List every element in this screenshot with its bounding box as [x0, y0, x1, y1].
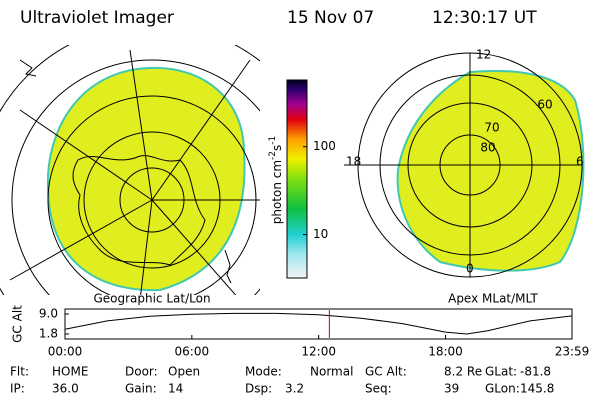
date: 15 Nov 07	[287, 8, 374, 28]
x-tick-label: 23:59	[555, 345, 590, 359]
status-value: 8.2 Re	[444, 365, 482, 379]
status-value: 14	[168, 382, 183, 396]
right-caption: Apex MLat/MLT	[448, 292, 538, 306]
x-tick-label: 12:00	[301, 345, 336, 359]
x-tick-label: 06:00	[175, 345, 210, 359]
mlt-label: 0	[466, 262, 474, 276]
mlt-label: 12	[476, 48, 491, 62]
status-value: 145.8	[520, 382, 554, 396]
x-tick-label: 18:00	[428, 345, 463, 359]
orbit-ylabel: GC Alt	[11, 305, 25, 343]
unit-part: photon cm	[270, 160, 284, 224]
status-key: Dsp:	[245, 382, 272, 396]
colorbar-unit: photon cm-2s-1	[268, 136, 284, 225]
status-key: Flt:	[10, 365, 29, 379]
y-tick-label: 1.8	[39, 327, 58, 341]
title: Ultraviolet Imager	[20, 8, 174, 28]
status-value: -81.8	[520, 365, 551, 379]
colorbar-tick-label: 10	[313, 227, 328, 241]
lat-label: 70	[484, 121, 499, 135]
status-key: Seq:	[365, 382, 392, 396]
status-value: Open	[168, 365, 200, 379]
unit-part: -1	[268, 136, 278, 145]
left-caption: Geographic Lat/Lon	[93, 292, 210, 306]
unit-text: photon cm-2s-1	[268, 136, 284, 225]
unit-part: s	[270, 145, 284, 151]
x-tick-label: 00:00	[48, 345, 83, 359]
status-value: 3.2	[285, 382, 304, 396]
orbit-frame	[64, 308, 573, 340]
lat-label: 80	[480, 141, 495, 155]
geographic-map	[0, 45, 260, 295]
lat-label: 60	[537, 98, 552, 112]
mlt-label: 18	[346, 155, 361, 169]
time: 12:30:17 UT	[432, 8, 537, 28]
y-tick-label: 9.0	[39, 307, 58, 321]
mlt-label: 6	[576, 155, 584, 169]
colorbar	[286, 79, 308, 279]
status-value: 39	[444, 382, 459, 396]
colorbar-tick-label: 100	[313, 139, 336, 153]
status-key: Gain:	[125, 382, 157, 396]
status-key: IP:	[10, 382, 25, 396]
status-key: Mode:	[245, 365, 282, 379]
polar-map	[344, 52, 585, 278]
status-key: GC Alt:	[365, 365, 407, 379]
unit-part: -2	[268, 151, 278, 160]
status-value: 36.0	[52, 382, 79, 396]
status-key: GLat:	[485, 365, 517, 379]
altitude-curve	[64, 312, 573, 335]
status-value: HOME	[52, 365, 88, 379]
status-key: Door:	[125, 365, 158, 379]
status-key: GLon:	[485, 382, 520, 396]
status-value: Normal	[310, 365, 353, 379]
